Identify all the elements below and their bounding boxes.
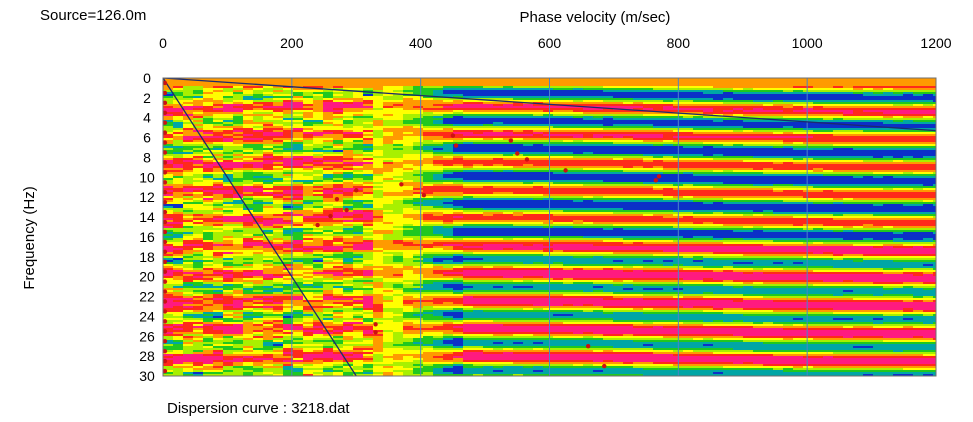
picked-points	[163, 80, 662, 374]
y-tick-label: 16	[139, 229, 155, 245]
x-tick-label: 800	[667, 35, 691, 51]
picked-point	[163, 368, 168, 374]
picked-point	[163, 289, 168, 294]
x-axis-title: Phase velocity (m/sec)	[520, 9, 671, 26]
picked-point	[163, 269, 168, 274]
picked-point	[163, 339, 168, 344]
y-tick-label: 30	[139, 368, 155, 384]
y-tick-label: 14	[139, 209, 155, 225]
picked-point	[602, 363, 607, 369]
x-tick-label: 1000	[792, 35, 823, 51]
picked-point	[163, 130, 168, 135]
y-tick-label: 18	[139, 249, 155, 265]
picked-point	[163, 110, 168, 115]
picked-point	[163, 239, 168, 245]
picked-point	[508, 138, 514, 143]
y-tick-label: 0	[143, 70, 151, 86]
picked-point	[163, 160, 168, 165]
source-label: Source=126.0m	[40, 7, 146, 24]
plot-frame	[162, 77, 937, 377]
picked-point	[373, 322, 378, 327]
picked-point	[163, 90, 168, 96]
picked-point	[656, 174, 662, 179]
picked-point	[354, 188, 359, 193]
y-tick-label: 12	[139, 189, 155, 205]
y-tick-label: 28	[139, 348, 155, 364]
picked-point	[399, 182, 404, 187]
picked-point	[163, 259, 168, 264]
picked-point	[563, 168, 568, 173]
y-tick-label: 20	[139, 269, 155, 285]
dispersion-curve-label: Dispersion curve : 3218.dat	[167, 400, 350, 417]
picked-point	[163, 229, 168, 235]
reference-line	[163, 78, 936, 132]
picked-point	[163, 348, 168, 354]
x-tick-label: 400	[409, 35, 433, 51]
picked-point	[328, 213, 333, 219]
y-tick-label: 22	[139, 289, 155, 305]
picked-point	[453, 143, 459, 148]
y-tick-label: 4	[143, 110, 151, 126]
picked-point	[524, 157, 530, 162]
picked-point	[163, 309, 168, 314]
y-tick-label: 8	[143, 149, 151, 165]
picked-point	[315, 222, 320, 228]
picked-point	[163, 319, 168, 324]
picked-point	[163, 219, 168, 225]
picked-point	[163, 279, 168, 284]
heatmap-field	[163, 78, 936, 376]
x-tick-label: 0	[159, 35, 167, 51]
picked-point	[163, 100, 168, 106]
picked-point	[163, 209, 168, 215]
y-tick-label: 6	[143, 130, 151, 146]
y-axis-title: Frequency (Hz)	[21, 186, 38, 289]
picked-point	[344, 207, 349, 213]
picked-point	[421, 193, 427, 198]
grid-lines	[163, 78, 936, 376]
picked-point	[163, 199, 168, 205]
picked-point	[163, 180, 168, 185]
y-tick-label: 10	[139, 169, 155, 185]
picked-point	[334, 196, 340, 202]
picked-point	[163, 80, 168, 86]
y-tick-label: 24	[139, 308, 155, 324]
picked-point	[515, 151, 520, 156]
picked-point	[163, 358, 168, 364]
picked-point	[163, 299, 168, 304]
reference-line	[163, 78, 357, 376]
picked-point	[450, 133, 456, 138]
picked-point	[653, 178, 658, 183]
y-tick-label: 2	[143, 90, 151, 106]
picked-point	[585, 344, 591, 349]
x-tick-label: 1200	[920, 35, 951, 51]
picked-point	[163, 150, 168, 155]
reference-lines	[163, 78, 936, 376]
x-tick-labels: 0 200 400 600 800 1000 1200	[159, 35, 952, 51]
x-tick-label: 600	[538, 35, 562, 51]
picked-point	[163, 140, 168, 145]
picked-point	[163, 329, 168, 334]
y-tick-label: 26	[139, 328, 155, 344]
picked-point	[163, 170, 168, 175]
picked-point	[163, 120, 168, 125]
picked-point	[163, 249, 168, 255]
picked-point	[373, 330, 378, 335]
x-tick-label: 200	[280, 35, 304, 51]
picked-point	[163, 190, 168, 195]
